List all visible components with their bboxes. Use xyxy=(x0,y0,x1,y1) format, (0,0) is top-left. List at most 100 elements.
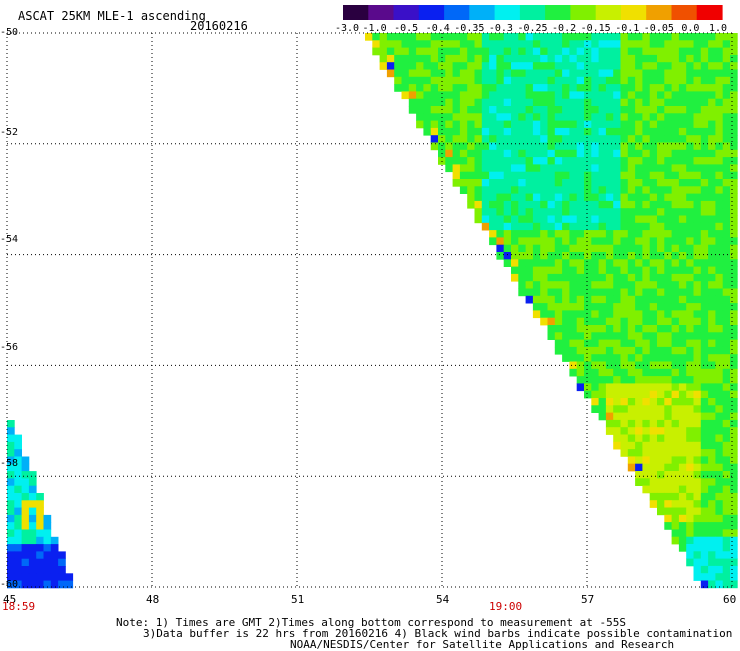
swath-cell xyxy=(700,441,709,450)
swath-cell xyxy=(576,186,585,194)
swath-cell xyxy=(700,295,709,304)
swath-cell xyxy=(635,157,643,165)
swath-cell xyxy=(43,558,52,567)
swath-cell xyxy=(635,193,643,202)
swath-cell xyxy=(642,310,651,319)
swath-cell xyxy=(686,179,694,187)
swath-cell xyxy=(671,456,680,465)
swath-cell xyxy=(657,507,665,516)
swath-cell xyxy=(496,215,505,224)
swath-cell xyxy=(686,551,694,559)
swath-cell xyxy=(445,135,453,143)
swath-cell xyxy=(620,252,629,260)
swath-cell xyxy=(627,54,636,63)
swath-cell xyxy=(635,368,643,377)
swath-cell xyxy=(686,325,694,333)
swath-cell xyxy=(657,164,665,173)
swath-cell xyxy=(693,164,702,173)
swath-cell xyxy=(715,514,724,523)
swath-cell xyxy=(532,237,541,246)
swath-cell xyxy=(7,558,15,567)
swath-cell xyxy=(649,33,658,41)
colorbar-segment xyxy=(570,5,597,20)
swath-cell xyxy=(591,193,599,202)
swath-cell xyxy=(700,127,709,136)
swath-cell xyxy=(642,441,651,450)
swath-cell xyxy=(649,398,658,406)
swath-cell xyxy=(664,252,672,260)
swath-cell xyxy=(671,142,680,151)
swath-cell xyxy=(613,237,621,246)
swath-cell xyxy=(50,566,59,574)
swath-cell xyxy=(547,325,556,333)
swath-cell xyxy=(613,47,621,56)
swath-cell xyxy=(532,208,541,216)
swath-cell xyxy=(635,419,643,428)
swath-cell xyxy=(584,383,592,392)
swath-cell xyxy=(678,478,687,486)
swath-cell xyxy=(365,33,373,41)
swath-cell xyxy=(445,33,453,41)
swath-cell xyxy=(525,215,534,224)
swath-cell xyxy=(708,84,716,92)
swath-cell xyxy=(591,157,599,165)
swath-cell xyxy=(576,120,585,129)
swath-cell xyxy=(408,84,417,92)
swath-cell xyxy=(540,310,548,319)
swath-cell xyxy=(620,398,629,406)
swath-cell xyxy=(481,127,490,136)
swath-cell xyxy=(591,54,599,63)
swath-cell xyxy=(715,69,724,78)
swath-cell xyxy=(730,288,738,297)
swath-cell xyxy=(686,390,694,399)
swath-cell xyxy=(584,222,592,231)
swath-cell xyxy=(445,91,453,100)
swath-cell xyxy=(635,106,643,114)
swath-cell xyxy=(598,303,607,311)
swath-cell xyxy=(620,76,629,85)
swath-cell xyxy=(503,98,512,107)
swath-cell xyxy=(467,135,475,143)
swath-cell xyxy=(693,186,702,194)
swath-cell xyxy=(467,164,475,173)
swath-cell xyxy=(693,339,702,348)
swath-cell xyxy=(693,361,702,370)
swath-cell xyxy=(540,237,548,246)
swath-cell xyxy=(657,135,665,143)
swath-cell xyxy=(576,325,585,333)
swath-cell xyxy=(540,91,548,100)
swath-cell xyxy=(627,91,636,100)
swath-cell xyxy=(21,456,30,465)
swath-cell xyxy=(554,54,563,63)
swath-cell xyxy=(708,354,716,362)
swath-cell xyxy=(7,478,15,487)
swath-cell xyxy=(635,230,643,238)
swath-cell xyxy=(657,383,665,392)
swath-cell xyxy=(620,361,629,370)
swath-cell xyxy=(416,113,424,121)
swath-cell xyxy=(518,237,526,246)
swath-cell xyxy=(569,62,578,70)
swath-cell xyxy=(14,485,22,494)
swath-cell xyxy=(562,40,570,48)
swath-cells xyxy=(7,33,738,589)
swath-cell xyxy=(584,332,592,340)
swath-cell xyxy=(635,266,643,275)
swath-cell xyxy=(569,76,578,85)
swath-cell xyxy=(511,69,519,78)
swath-cell xyxy=(730,412,738,421)
swath-cell xyxy=(525,113,534,121)
swath-cell xyxy=(664,113,672,121)
swath-cell xyxy=(467,200,475,209)
swath-cell xyxy=(678,361,687,370)
swath-cell xyxy=(591,244,599,253)
swath-cell xyxy=(518,200,526,209)
swath-cell xyxy=(591,295,599,304)
swath-cell xyxy=(525,33,534,41)
swath-cell xyxy=(598,120,607,129)
swath-cell xyxy=(693,434,702,443)
swath-cell xyxy=(686,266,694,275)
swath-cell xyxy=(540,215,548,224)
swath-cell xyxy=(605,215,614,224)
swath-cell xyxy=(693,368,702,377)
